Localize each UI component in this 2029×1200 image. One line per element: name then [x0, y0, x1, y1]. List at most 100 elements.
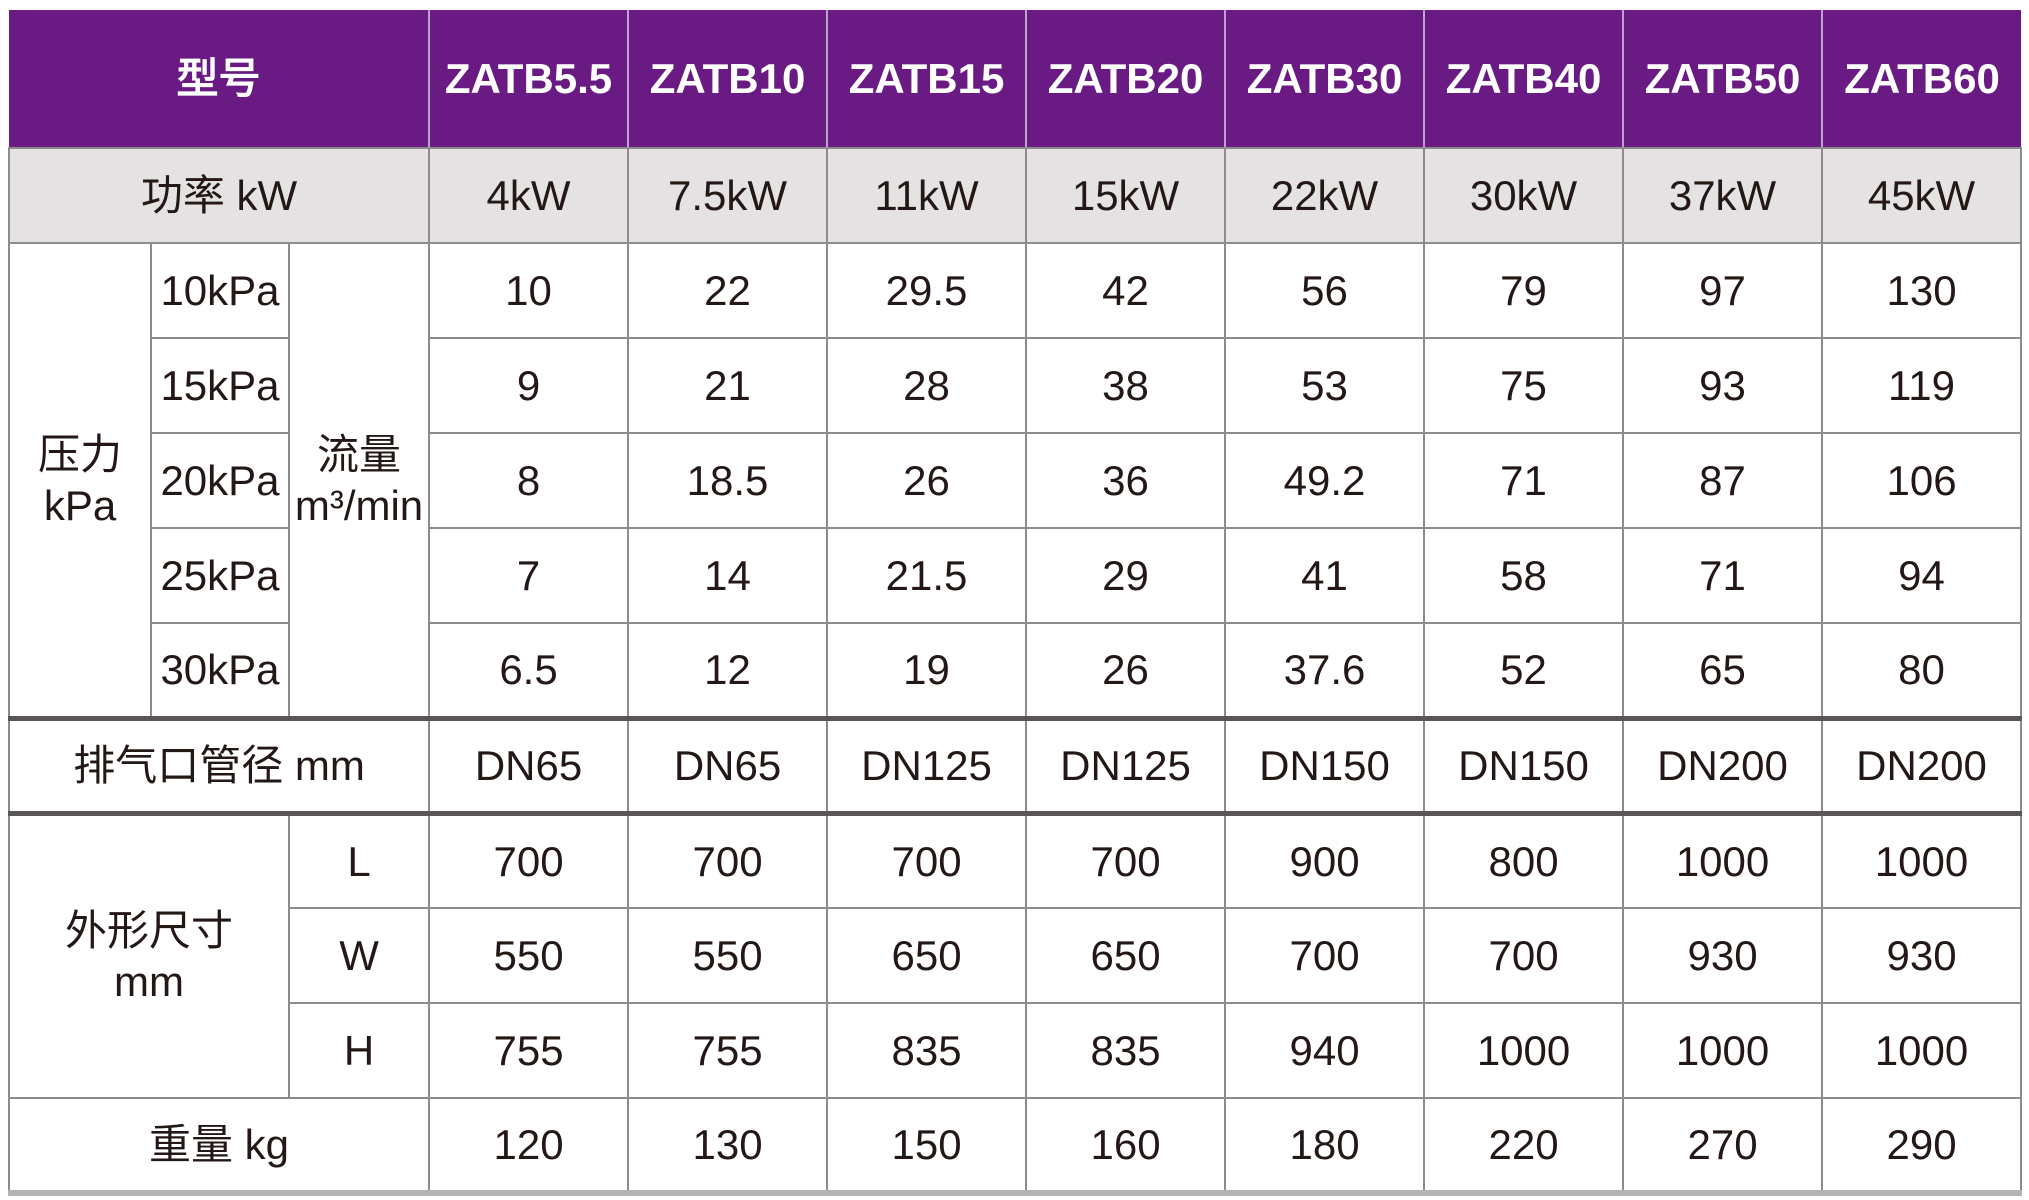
power-value-cell: 4kW [428, 147, 630, 244]
weight-value-cell: 290 [1821, 1097, 2023, 1196]
flow-value-cell: 38 [1025, 337, 1227, 434]
dimension-value-cell: 700 [826, 812, 1028, 909]
dimension-value-cell: 800 [1423, 812, 1625, 909]
flow-value-cell: 42 [1025, 242, 1227, 339]
dimension-value-cell: 650 [1025, 907, 1227, 1004]
outlet-value-cell: DN65 [428, 715, 630, 816]
model-label-cell: 型号 [9, 10, 431, 149]
flow-value-cell: 6.5 [428, 622, 630, 719]
dimension-value-cell: 1000 [1821, 1002, 2023, 1099]
flow-value-cell: 130 [1821, 242, 2023, 339]
pressure-label-line1: 压力 [37, 430, 122, 478]
dimension-value-cell: 700 [1423, 907, 1625, 1004]
flow-value-cell: 97 [1622, 242, 1824, 339]
flow-value-cell: 79 [1423, 242, 1625, 339]
dimension-value-cell: 1000 [1622, 812, 1824, 909]
dimensions-label-line1: 外形尺寸 [64, 907, 233, 955]
spec-table: 型号 ZATB5.5 ZATB10 ZATB15 ZATB20 ZATB30 Z… [7, 10, 2023, 1196]
pressure-level-cell: 25kPa [150, 527, 290, 624]
flow-value-cell: 26 [826, 432, 1028, 529]
dimension-value-cell: 940 [1224, 1002, 1426, 1099]
flow-value-cell: 12 [627, 622, 829, 719]
dimension-value-cell: 835 [1025, 1002, 1227, 1099]
dimension-value-cell: 930 [1622, 907, 1824, 1004]
dimensions-group-label-cell: 外形尺寸 mm [8, 812, 290, 1099]
flow-value-cell: 53 [1224, 337, 1426, 434]
pressure-row-25kPa: 25kPa 7 14 21.5 29 41 58 71 94 [9, 527, 2023, 624]
pressure-row-15kPa: 15kPa 9 21 28 38 53 75 93 119 [9, 337, 2023, 434]
flow-label-line1: 流量 [317, 430, 402, 478]
model-header-cell: ZATB40 [1423, 10, 1625, 149]
flow-value-cell: 9 [428, 337, 630, 434]
flow-value-cell: 119 [1821, 337, 2023, 434]
dimension-value-cell: 755 [428, 1002, 630, 1099]
model-header-cell: ZATB30 [1224, 10, 1426, 149]
power-row: 功率 kW 4kW 7.5kW 11kW 15kW 22kW 30kW 37kW… [7, 147, 2023, 244]
flow-value-cell: 65 [1622, 622, 1824, 719]
dimension-value-cell: 1000 [1821, 812, 2023, 909]
flow-value-cell: 7 [428, 527, 630, 624]
flow-value-cell: 71 [1622, 527, 1824, 624]
pressure-level-cell: 10kPa [150, 242, 290, 339]
flow-value-cell: 71 [1423, 432, 1625, 529]
dimension-value-cell: 700 [627, 812, 829, 909]
dimension-name-cell: L [287, 812, 431, 909]
flow-value-cell: 21.5 [826, 527, 1028, 624]
weight-value-cell: 160 [1025, 1097, 1227, 1196]
flow-value-cell: 29 [1025, 527, 1227, 624]
flow-value-cell: 8 [428, 432, 630, 529]
pressure-label-line2: kPa [43, 481, 117, 529]
dimension-value-cell: 930 [1821, 907, 2023, 1004]
dimension-value-cell: 550 [627, 907, 829, 1004]
weight-value-cell: 130 [627, 1097, 829, 1196]
power-value-cell: 30kW [1423, 147, 1625, 244]
flow-value-cell: 36 [1025, 432, 1227, 529]
outlet-value-cell: DN125 [826, 715, 1028, 816]
dimension-value-cell: 900 [1224, 812, 1426, 909]
power-value-cell: 22kW [1224, 147, 1426, 244]
outlet-value-cell: DN150 [1423, 715, 1625, 816]
model-header-cell: ZATB60 [1821, 10, 2022, 149]
weight-value-cell: 180 [1224, 1097, 1426, 1196]
dimension-value-cell: 700 [1025, 812, 1227, 909]
dimension-value-cell: 835 [826, 1002, 1028, 1099]
flow-value-cell: 75 [1423, 337, 1625, 434]
dimension-value-cell: 650 [826, 907, 1028, 1004]
outlet-value-cell: DN200 [1821, 715, 2023, 816]
flow-value-cell: 93 [1622, 337, 1824, 434]
power-label-cell: 功率 kW [7, 147, 431, 244]
flow-value-cell: 56 [1224, 242, 1426, 339]
pressure-level-cell: 30kPa [150, 622, 290, 719]
flow-value-cell: 22 [627, 242, 829, 339]
flow-value-cell: 10 [428, 242, 630, 339]
flow-value-cell: 52 [1423, 622, 1625, 719]
flow-value-cell: 49.2 [1224, 432, 1426, 529]
power-value-cell: 37kW [1622, 147, 1824, 244]
flow-value-cell: 37.6 [1224, 622, 1426, 719]
weight-value-cell: 120 [428, 1097, 630, 1196]
flow-value-cell: 41 [1224, 527, 1426, 624]
pressure-row-30kPa: 30kPa 6.5 12 19 26 37.6 52 65 80 [9, 622, 2023, 719]
outlet-label-cell: 排气口管径 mm [7, 715, 431, 816]
outlet-row: 排气口管径 mm DN65 DN65 DN125 DN125 DN150 DN1… [7, 715, 2023, 816]
dimension-row-W: W 550 550 650 650 700 700 930 930 [9, 907, 2023, 1004]
flow-label-line2: m³/min [294, 481, 424, 529]
dimension-value-cell: 700 [428, 812, 630, 909]
power-value-cell: 45kW [1821, 147, 2023, 244]
dimension-name-cell: H [287, 1002, 431, 1099]
power-value-cell: 11kW [826, 147, 1028, 244]
dimension-value-cell: 755 [627, 1002, 829, 1099]
header-row: 型号 ZATB5.5 ZATB10 ZATB15 ZATB20 ZATB30 Z… [9, 10, 2022, 149]
outlet-value-cell: DN65 [627, 715, 829, 816]
flow-group-label-cell: 流量 m³/min [287, 242, 431, 719]
weight-value-cell: 150 [826, 1097, 1028, 1196]
dimension-name-cell: W [287, 907, 431, 1004]
flow-value-cell: 80 [1821, 622, 2023, 719]
weight-value-cell: 220 [1423, 1097, 1625, 1196]
weight-label-cell: 重量 kg [7, 1097, 431, 1196]
model-header-cell: ZATB20 [1025, 10, 1227, 149]
dimension-value-cell: 1000 [1622, 1002, 1824, 1099]
flow-value-cell: 28 [826, 337, 1028, 434]
pressure-group-label-cell: 压力 kPa [8, 242, 152, 719]
